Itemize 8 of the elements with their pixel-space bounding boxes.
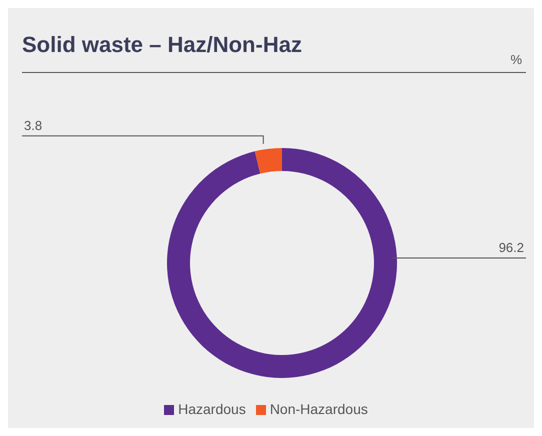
legend-label: Hazardous <box>178 401 246 417</box>
legend-label: Non-Hazardous <box>270 401 368 417</box>
chart-subtitle: % <box>510 52 522 67</box>
data-label: 96.2 <box>498 240 524 255</box>
chart-title: Solid waste – Haz/Non-Haz <box>22 32 302 58</box>
donut-slice <box>167 148 397 378</box>
data-label: 3.8 <box>24 118 42 133</box>
donut-slice <box>254 148 282 174</box>
